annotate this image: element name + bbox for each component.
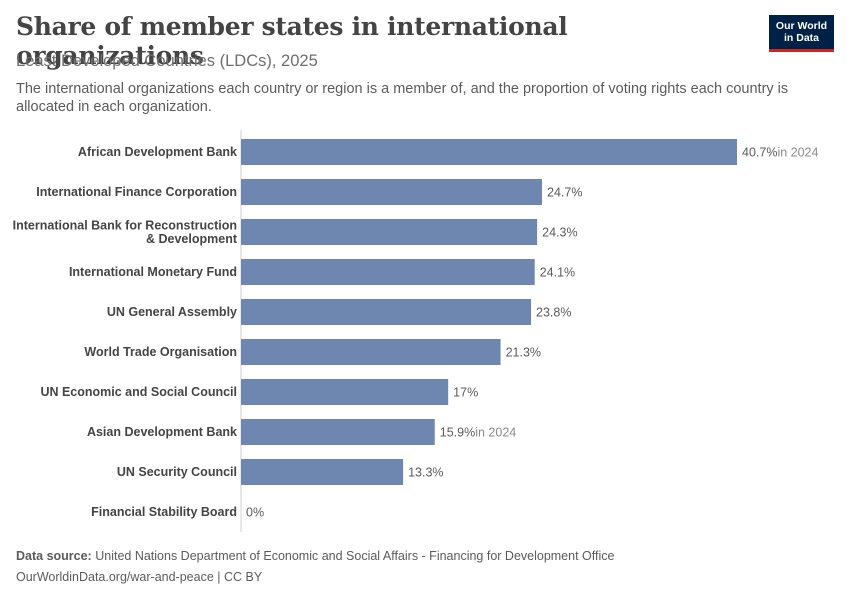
- value-label: 17%: [453, 386, 478, 400]
- value-label: 23.8%: [536, 306, 571, 320]
- value-label: 24.3%: [542, 226, 577, 240]
- footer-url[interactable]: OurWorldinData.org/war-and-peace | CC BY: [16, 570, 263, 584]
- bar[interactable]: [241, 259, 535, 285]
- bar[interactable]: [241, 459, 404, 485]
- category-label: International Monetary Fund: [69, 265, 237, 279]
- logo-line-2: in Data: [783, 32, 819, 44]
- value-label: 13.3%: [408, 466, 443, 480]
- bar[interactable]: [241, 379, 449, 405]
- owid-logo[interactable]: Our World in Data: [769, 15, 834, 52]
- logo-line-1: Our World: [775, 20, 828, 32]
- category-label: Financial Stability Board: [91, 505, 237, 519]
- value-label: 40.7%: [742, 146, 777, 160]
- category-label: International Finance Corporation: [36, 185, 237, 199]
- category-label: UN General Assembly: [107, 305, 237, 319]
- category-label: UN Economic and Social Council: [40, 385, 237, 399]
- data-source: Data source: United Nations Department o…: [16, 549, 614, 563]
- bar[interactable]: [241, 219, 538, 245]
- value-label: 24.1%: [540, 266, 575, 280]
- chart-title: Share of member states in international …: [16, 12, 568, 70]
- category-label: UN Security Council: [117, 465, 237, 479]
- bar[interactable]: [241, 299, 532, 325]
- value-label: 21.3%: [506, 346, 541, 360]
- chart-subtitle: Least Developed Countries (LDCs), 2025: [16, 52, 318, 70]
- value-label: 24.7%: [547, 186, 582, 200]
- category-label: Asian Development Bank: [87, 425, 237, 439]
- data-source-text[interactable]: United Nations Department of Economic an…: [95, 549, 615, 563]
- category-label: International Bank for Reconstruction & D…: [13, 218, 238, 246]
- category-label: African Development Bank: [78, 145, 237, 159]
- year-note-label: in 2024: [475, 426, 516, 440]
- data-source-label: Data source:: [16, 549, 92, 563]
- value-label: 0%: [246, 506, 264, 520]
- category-label: World Trade Organisation: [84, 345, 237, 359]
- value-label: 15.9%: [440, 426, 475, 440]
- chart-description: The international organizations each cou…: [16, 81, 789, 115]
- bar[interactable]: [241, 179, 543, 205]
- bar[interactable]: [241, 419, 435, 445]
- bar[interactable]: [241, 139, 737, 165]
- bar[interactable]: [241, 339, 501, 365]
- year-note-label: in 2024: [777, 146, 818, 160]
